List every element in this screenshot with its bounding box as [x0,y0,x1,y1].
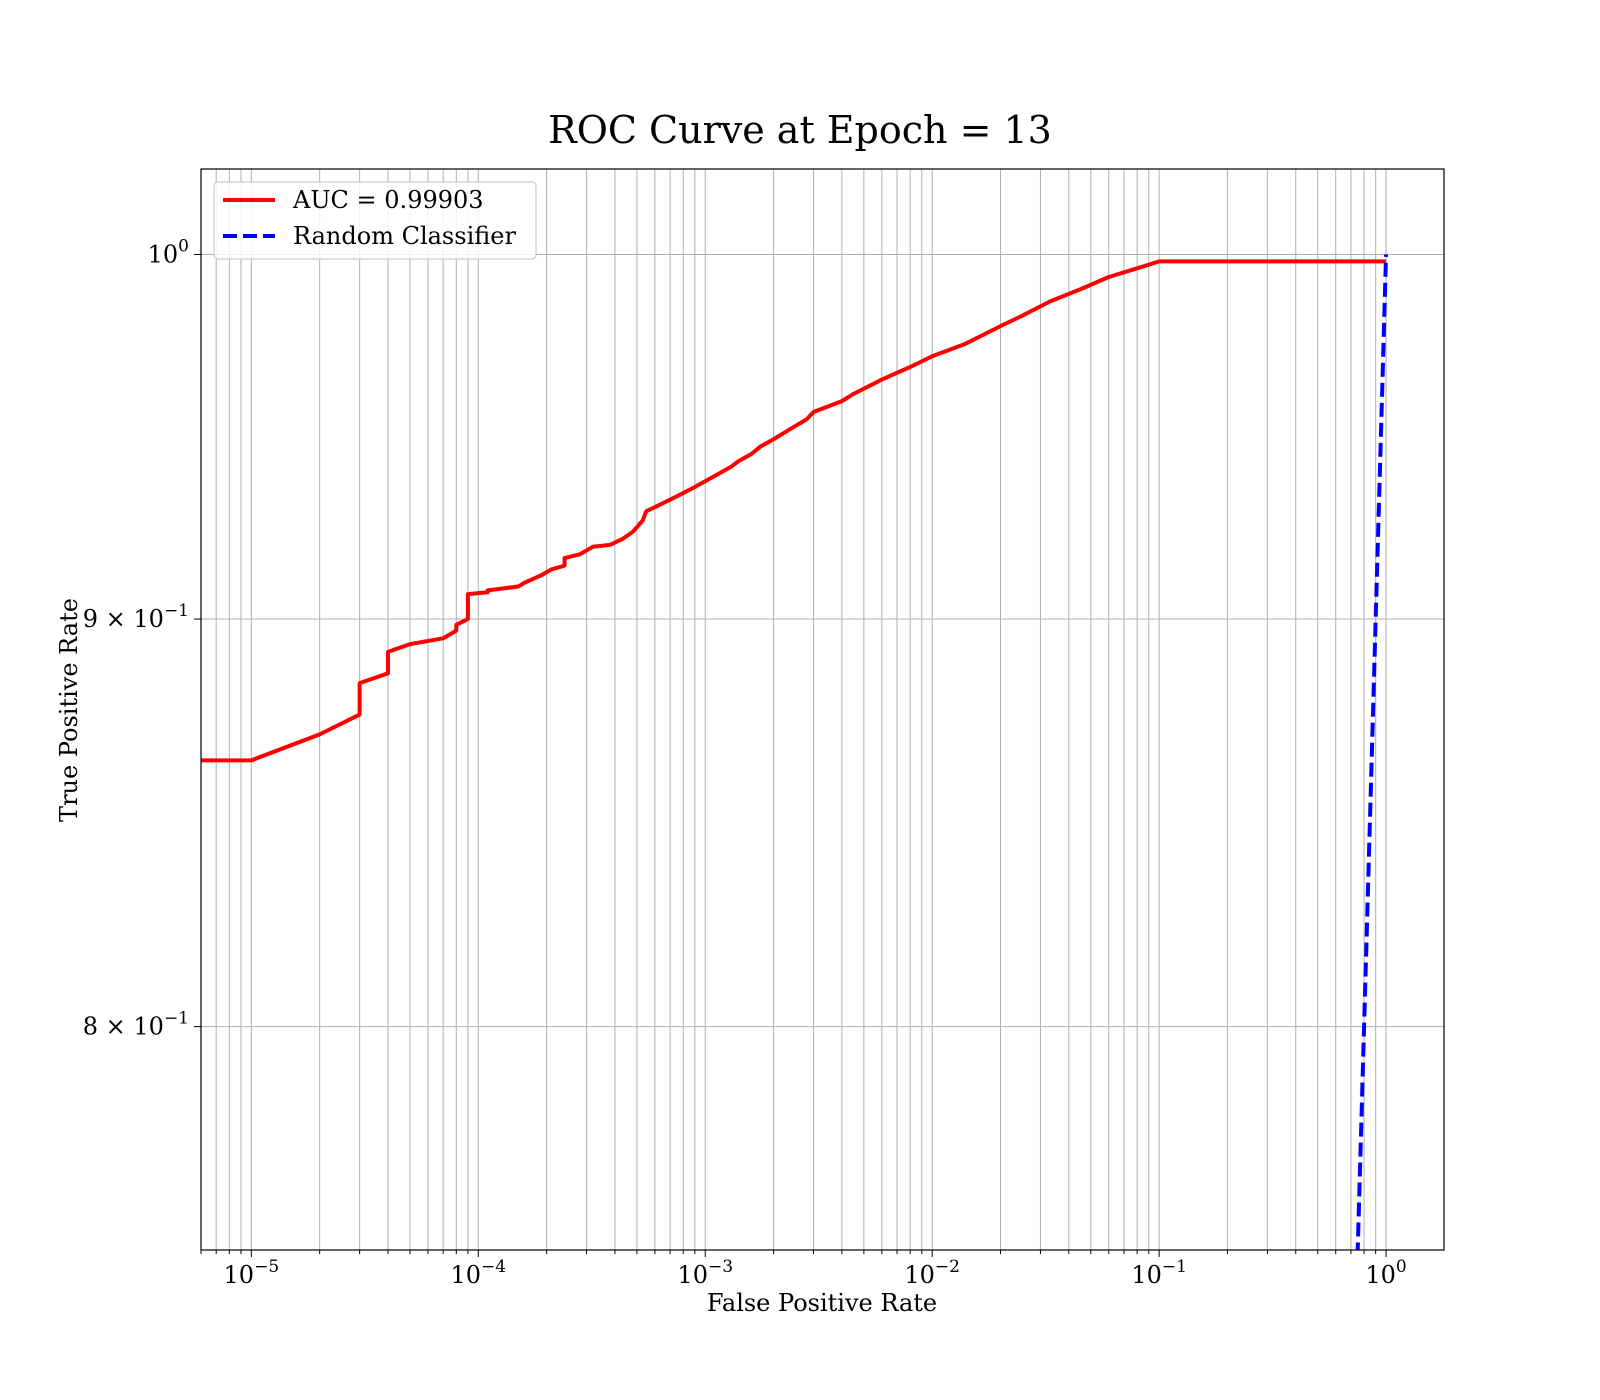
series-layer [201,254,1389,1250]
plot-frame [200,168,1445,1251]
legend-label-auc: AUC = 0.99903 [292,186,484,214]
x-tick-label: 10−3 [677,1257,733,1289]
x-tick-label: 10−2 [904,1257,960,1289]
y-tick-label: 9 × 10−1 [83,601,189,633]
x-tick-label: 100 [1365,1257,1406,1289]
y-axis-label: True Positive Rate [55,598,83,822]
x-tick-label: 10−1 [1131,1257,1187,1289]
legend: AUC = 0.99903 Random Classifier [213,181,537,260]
roc-curve-line [201,259,1387,763]
chart-title: ROC Curve at Epoch = 13 [548,108,1052,152]
y-tick-label: 8 × 10−1 [83,1009,189,1041]
x-axis-ticks: 10−5 10−4 10−3 10−2 10−1 100 [200,1250,1407,1289]
y-tick-label: 100 [148,236,189,268]
x-tick-label: 10−4 [450,1257,506,1289]
x-axis-label: False Positive Rate [707,1289,937,1317]
grid [200,169,1444,1250]
legend-label-random: Random Classifier [293,222,516,250]
y-axis-ticks: 100 9 × 10−1 8 × 10−1 [83,236,201,1041]
x-tick-label: 10−5 [224,1257,280,1289]
legend-box [213,181,537,260]
random-classifier-line [1355,254,1389,1250]
